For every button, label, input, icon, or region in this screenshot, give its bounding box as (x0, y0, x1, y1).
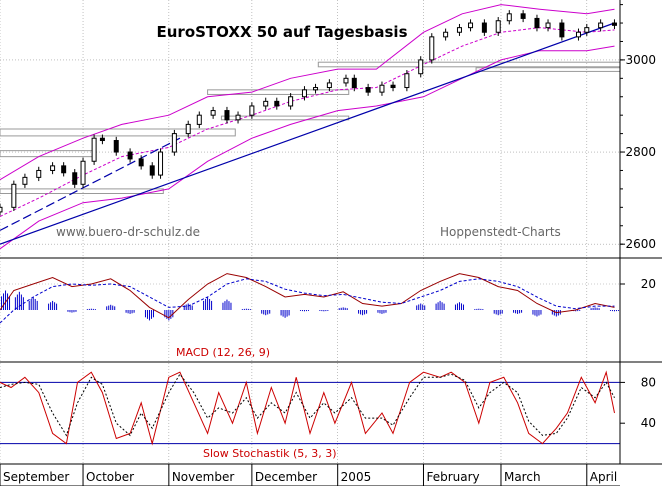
zone-box (207, 89, 350, 95)
zone-box (475, 67, 621, 72)
candle-body (249, 105, 255, 116)
x-tick-label: February (426, 470, 479, 484)
candle-body (274, 100, 280, 107)
watermark-source: Hoppenstedt-Charts (440, 225, 561, 239)
support-resistance-zones (0, 61, 621, 194)
candle-body (351, 77, 357, 89)
y-tick-label: 2600 (625, 237, 656, 251)
candle-body (534, 17, 540, 29)
candle-body (365, 87, 371, 93)
x-tick-labels: September October November December 2005 Febr… (0, 464, 617, 486)
price-indicator-lines (0, 4, 615, 250)
candle-body (313, 87, 319, 91)
candle-body (326, 82, 332, 89)
zone-box (220, 115, 350, 121)
candle-body (584, 27, 590, 33)
stochastic-k-line (0, 370, 615, 446)
x-tick-label: October (86, 470, 134, 484)
candlesticks (0, 10, 617, 216)
trendline-dashed-line (0, 137, 181, 231)
candle-body (575, 31, 581, 38)
candle-body (72, 172, 78, 185)
candle-body (443, 31, 449, 38)
watermark-url: www.buero-dr-schulz.de (56, 225, 200, 239)
candle-body (343, 77, 349, 84)
candle-body (50, 165, 56, 171)
macd-label: MACD (12, 26, 9) (176, 346, 270, 359)
candle-body (598, 22, 604, 29)
candle-body (224, 110, 230, 121)
y-tick-label: 2800 (625, 145, 656, 159)
candle-body (91, 137, 97, 162)
candle-body (11, 183, 17, 208)
candle-body (210, 110, 216, 116)
zone-box (0, 188, 164, 194)
candle-body (171, 133, 177, 153)
x-tick-label: December (255, 470, 317, 484)
candle-body (611, 22, 617, 26)
moving-average-line (0, 27, 615, 217)
candle-body (158, 151, 164, 176)
macd-histogram (1, 290, 619, 321)
candle-body (22, 176, 28, 185)
y-tick-labels: 2600 2800 3000 20 40 80 (620, 4, 656, 430)
candle-body (80, 160, 86, 185)
candle-body (506, 13, 512, 22)
candle-body (113, 140, 119, 153)
candle-body (418, 59, 424, 75)
candle-body (127, 151, 133, 160)
candle-body (301, 89, 307, 98)
macd-lines (0, 273, 615, 324)
candle-body (196, 114, 202, 125)
candle-body (235, 114, 241, 121)
macd-signal-line (0, 278, 615, 324)
candle-body (495, 20, 501, 33)
bollinger-lower-line (0, 45, 615, 250)
candle-body (263, 100, 269, 107)
stochastic-panel: Slow Stochastik (5, 3, 3) (0, 370, 620, 460)
candle-body (288, 96, 294, 107)
candle-body (185, 123, 191, 135)
trendline-line (0, 22, 615, 245)
y-tick-label: 20 (641, 277, 656, 291)
candle-body (520, 13, 526, 19)
x-tick-label: March (504, 470, 541, 484)
x-tick-label: November (172, 470, 234, 484)
stochastic-lines (0, 370, 620, 446)
candle-body (456, 27, 462, 33)
bollinger-upper-line (0, 4, 615, 181)
candle-body (379, 84, 385, 93)
candle-body (404, 73, 410, 89)
x-tick-label: September (3, 470, 69, 484)
chart-title: EuroSTOXX 50 auf Tagesbasis (157, 23, 408, 41)
price-panel: EuroSTOXX 50 auf Tagesbasis www.buero-dr… (0, 4, 621, 250)
candle-body (36, 169, 42, 178)
candle-body (429, 36, 435, 61)
candle-body (0, 206, 3, 213)
macd-line (0, 273, 615, 319)
x-tick-label: April (590, 470, 617, 484)
x-tick-label: 2005 (341, 470, 372, 484)
y-tick-label: 80 (641, 375, 656, 389)
candle-body (545, 22, 551, 29)
stochastic-label: Slow Stochastik (5, 3, 3) (203, 447, 337, 460)
candle-body (99, 137, 105, 142)
gridlines (0, 0, 620, 464)
candle-body (481, 22, 487, 33)
candle-body (138, 158, 144, 167)
candle-body (61, 165, 67, 174)
zone-box (0, 128, 236, 137)
candle-body (149, 165, 155, 176)
stochastic-d-line (0, 373, 615, 437)
y-tick-label: 3000 (625, 53, 656, 67)
macd-panel: MACD (12, 26, 9) (0, 273, 619, 359)
candle-body (390, 84, 396, 89)
zone-box (317, 61, 621, 68)
candle-body (559, 22, 565, 38)
candle-body (468, 22, 474, 29)
y-tick-label: 40 (641, 416, 656, 430)
